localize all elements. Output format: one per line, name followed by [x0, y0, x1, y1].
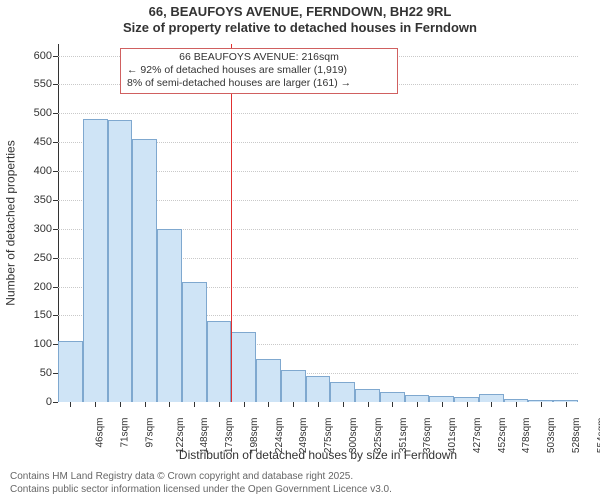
x-tick	[70, 402, 71, 407]
y-tick-label: 400	[12, 165, 52, 177]
x-tick	[244, 402, 245, 407]
title-line-1: 66, BEAUFOYS AVENUE, FERNDOWN, BH22 9RL	[0, 4, 600, 20]
bar	[231, 332, 256, 402]
annotation-line: ← 92% of detached houses are smaller (1,…	[127, 64, 391, 77]
x-tick-label: 554sqm	[596, 418, 600, 454]
x-tick	[120, 402, 121, 407]
bar	[58, 341, 83, 402]
footer-attribution: Contains HM Land Registry data © Crown c…	[10, 471, 392, 496]
x-tick	[293, 402, 294, 407]
x-tick	[343, 402, 344, 407]
bar	[355, 389, 380, 402]
y-tick-label: 50	[12, 367, 52, 379]
bar	[182, 282, 207, 402]
y-tick-label: 500	[12, 107, 52, 119]
y-tick-label: 100	[12, 338, 52, 350]
bar	[306, 376, 331, 402]
x-tick	[219, 402, 220, 407]
bar	[132, 139, 157, 402]
annotation-box: 66 BEAUFOYS AVENUE: 216sqm← 92% of detac…	[120, 48, 398, 94]
y-tick-label: 150	[12, 309, 52, 321]
bar	[281, 370, 306, 402]
x-tick	[516, 402, 517, 407]
bars-layer	[58, 44, 578, 402]
bar	[256, 359, 281, 402]
x-tick	[417, 402, 418, 407]
x-tick	[566, 402, 567, 407]
x-tick	[318, 402, 319, 407]
x-tick	[368, 402, 369, 407]
x-tick-label: 71sqm	[120, 418, 131, 448]
x-tick-label: 46sqm	[95, 418, 106, 448]
title-line-2: Size of property relative to detached ho…	[0, 20, 600, 36]
y-tick-label: 0	[12, 396, 52, 408]
y-tick	[53, 402, 58, 403]
x-tick-label: 97sqm	[144, 418, 155, 448]
bar	[83, 119, 108, 402]
bar	[380, 392, 405, 402]
bar	[330, 382, 355, 402]
annotation-line: 66 BEAUFOYS AVENUE: 216sqm	[127, 51, 391, 64]
y-tick-label: 600	[12, 50, 52, 62]
x-axis-label: Distribution of detached houses by size …	[58, 448, 578, 462]
annotation-line: 8% of semi-detached houses are larger (1…	[127, 77, 391, 90]
x-tick	[491, 402, 492, 407]
y-tick-label: 250	[12, 252, 52, 264]
x-tick	[145, 402, 146, 407]
y-tick-label: 450	[12, 136, 52, 148]
x-tick	[541, 402, 542, 407]
bar	[405, 395, 430, 402]
footer-line-1: Contains HM Land Registry data © Crown c…	[10, 471, 392, 484]
bar	[157, 229, 182, 402]
x-tick	[392, 402, 393, 407]
x-tick	[169, 402, 170, 407]
plot-area: 05010015020025030035040045050055060046sq…	[58, 44, 578, 402]
y-tick-label: 550	[12, 78, 52, 90]
chart-titles: 66, BEAUFOYS AVENUE, FERNDOWN, BH22 9RL …	[0, 0, 600, 37]
x-tick	[95, 402, 96, 407]
bar	[108, 120, 133, 402]
x-tick	[194, 402, 195, 407]
reference-line	[231, 44, 232, 402]
x-tick	[268, 402, 269, 407]
y-tick-label: 200	[12, 281, 52, 293]
x-tick	[467, 402, 468, 407]
x-tick	[442, 402, 443, 407]
bar	[479, 394, 504, 402]
y-tick-label: 300	[12, 223, 52, 235]
footer-line-2: Contains public sector information licen…	[10, 484, 392, 497]
y-tick-label: 350	[12, 194, 52, 206]
bar	[207, 321, 232, 402]
